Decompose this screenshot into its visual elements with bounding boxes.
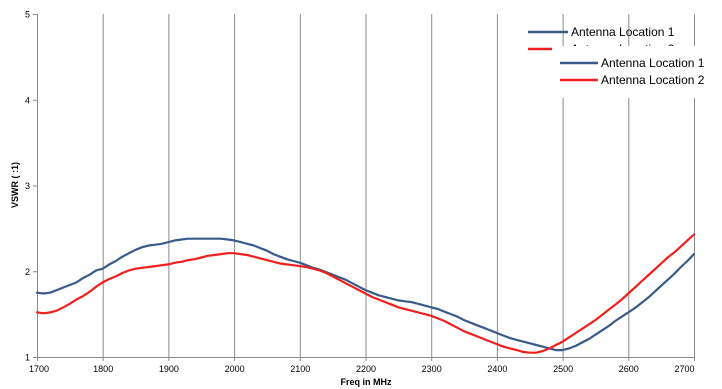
x-tick-label-2700: 2700 (674, 364, 694, 374)
x-tick-label-2400: 2400 (487, 364, 507, 374)
y-tick-label-5: 5 (25, 10, 30, 20)
x-tick-label-2200: 2200 (356, 364, 376, 374)
x-tick-label-2300: 2300 (422, 364, 442, 374)
x-tick-label-2500: 2500 (553, 364, 573, 374)
legend-2-background (552, 46, 702, 98)
y-tick-label-2: 2 (25, 267, 30, 277)
legend-2-label-series-2: Antenna Location 2 (601, 73, 705, 87)
x-tick-label-2100: 2100 (290, 364, 310, 374)
tick-labels: 1 2 3 4 5 1700 1800 1900 2000 2100 2200 2300 2400 250… (25, 10, 695, 375)
x-tick-label-1900: 1900 (159, 364, 179, 374)
y-tick-label-3: 3 (25, 181, 30, 191)
x-tick-label-1800: 1800 (93, 364, 113, 374)
series-lines (35, 233, 696, 354)
legend-1-label-series-1: Antenna Location 1 (571, 25, 675, 39)
y-axis-title: VSWR ( :1) (10, 162, 20, 208)
x-tick-label-2000: 2000 (225, 364, 245, 374)
y-tick-label-1: 1 (25, 353, 30, 363)
series-line-2 (35, 233, 696, 354)
x-axis-title: Freq in MHz (341, 377, 392, 387)
x-tick-label-2600: 2600 (619, 364, 639, 374)
legend-2-label-series-1: Antenna Location 1 (601, 56, 705, 70)
y-tick-label-4: 4 (25, 95, 30, 105)
series-line-1 (35, 237, 696, 352)
legend-2: Antenna Location 1 Antenna Location 2 (552, 46, 705, 98)
x-tick-label-1700: 1700 (29, 364, 49, 374)
axes (33, 14, 695, 361)
